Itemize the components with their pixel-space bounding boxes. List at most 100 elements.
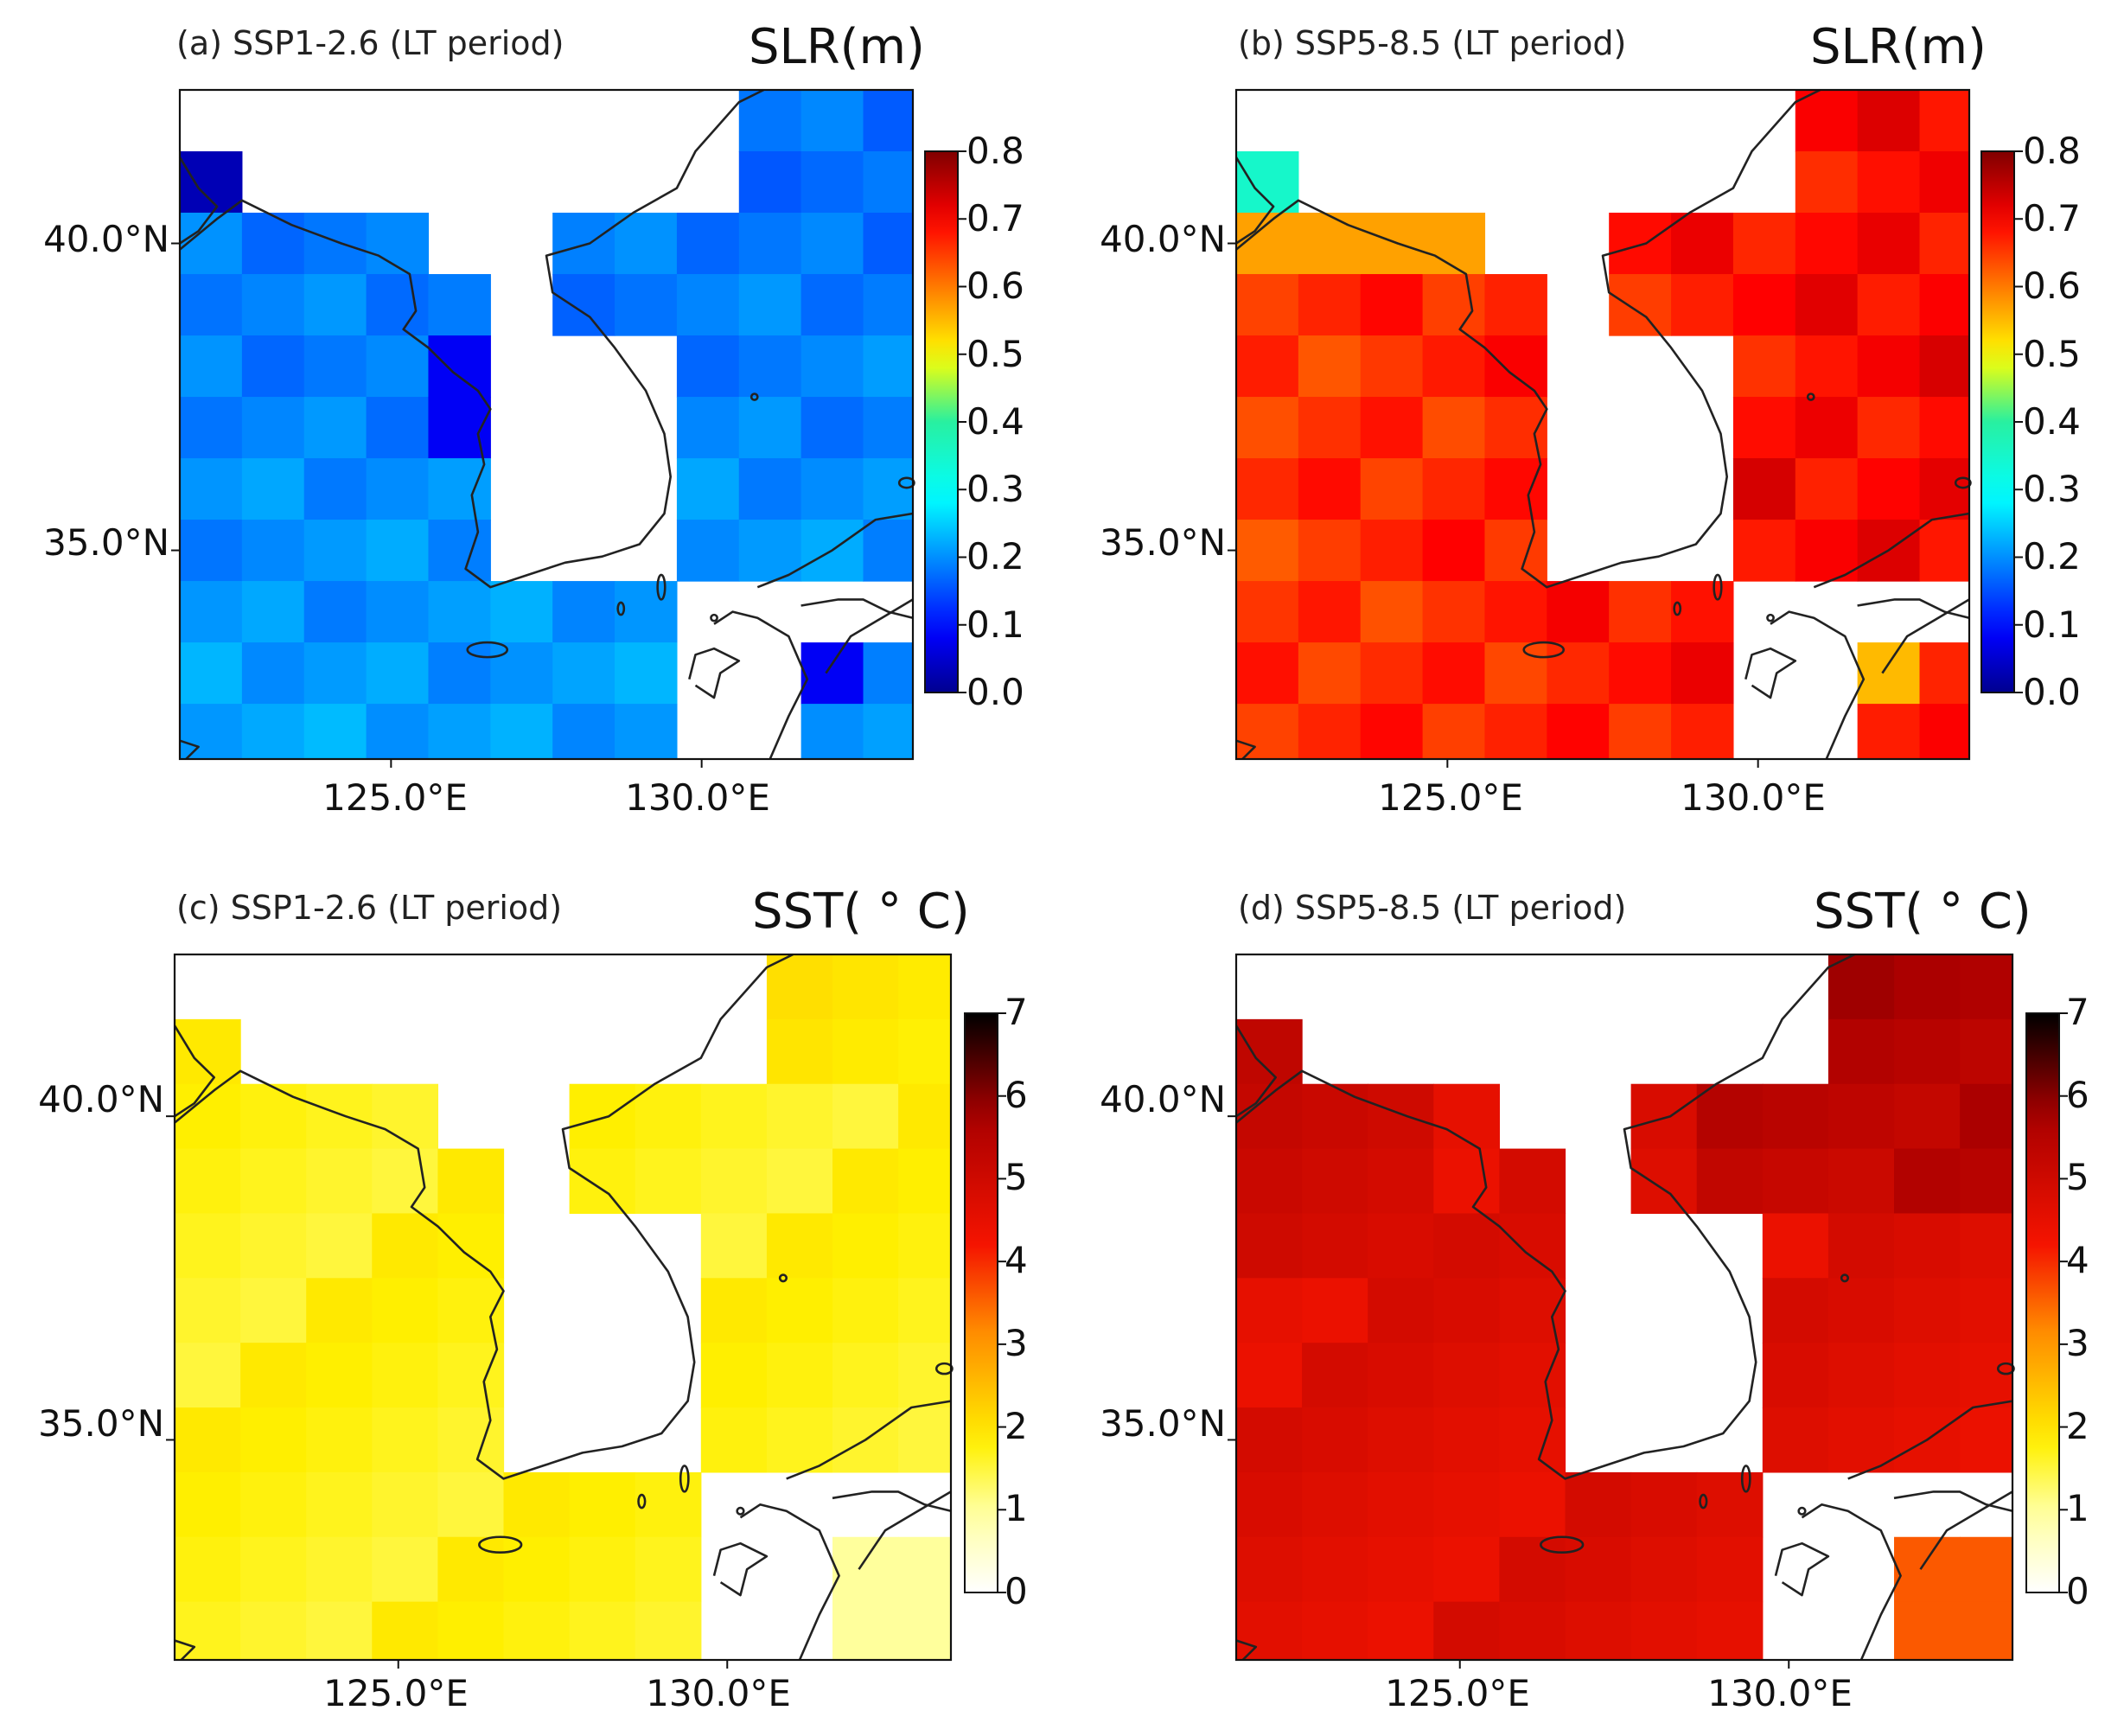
grid-cell (863, 90, 914, 152)
coastline (832, 1490, 952, 1513)
grid-cell (738, 520, 802, 582)
lon-label-130: 130.0°E (1681, 776, 1826, 819)
coastline (1770, 610, 1866, 760)
grid-cell (1298, 458, 1362, 520)
cb-tick: 1 (1005, 1487, 1028, 1529)
grid-cell (1499, 1536, 1566, 1603)
grid-cell (303, 581, 367, 643)
grid-cell (175, 1601, 241, 1661)
grid-cell (1360, 274, 1424, 336)
grid-cell (1857, 90, 1921, 152)
grid-cell (1298, 213, 1362, 275)
grid-cell (1298, 642, 1362, 705)
grid-cell (1236, 1083, 1303, 1150)
cb-tick: 0.3 (2023, 468, 2081, 510)
grid-cell (1302, 1601, 1368, 1661)
grid-cell (1368, 1083, 1434, 1150)
variable-label: SST( ° C) (752, 884, 970, 940)
grid-cell (241, 213, 305, 275)
grid-cell (1547, 581, 1610, 643)
grid-cell (241, 274, 305, 336)
island-outline (1806, 393, 1815, 401)
grid-cell (1236, 1471, 1303, 1538)
coastline (1234, 156, 1275, 245)
coastline (1235, 953, 1855, 1480)
grid-cell (1894, 1278, 1961, 1343)
grid-cell (1236, 274, 1299, 336)
grid-cell (569, 1536, 636, 1603)
cb-tick: 5 (1005, 1156, 1028, 1198)
grid-cell (180, 704, 243, 760)
cb-tick: 0.4 (2023, 400, 2081, 443)
grid-cell (863, 458, 914, 520)
grid-cell (240, 1601, 307, 1661)
grid-cell (832, 1536, 899, 1603)
grid-cell (1919, 642, 1970, 705)
grid-cell (1960, 1213, 2013, 1279)
grid-cell (766, 1148, 833, 1215)
grid-cell (1857, 458, 1921, 520)
grid-cell (863, 397, 914, 459)
grid-cell (766, 1083, 833, 1150)
grid-cell (366, 458, 430, 520)
lat-label-40: 40.0°N (1100, 218, 1226, 260)
grid-cell (1360, 704, 1424, 760)
cb-tick: 5 (2066, 1156, 2089, 1198)
grid-cell (1827, 1343, 1895, 1408)
grid-cell (1422, 581, 1486, 643)
coastline (179, 88, 765, 589)
grid-cell (1368, 1278, 1434, 1343)
grid-cell (1894, 1601, 1961, 1661)
grid-cell (1609, 642, 1672, 705)
grid-cell (180, 151, 243, 214)
grid-cell (1960, 1083, 2013, 1150)
grid-cell (240, 1471, 307, 1538)
grid-cell (1609, 213, 1672, 275)
grid-cell (175, 1213, 241, 1279)
grid-cell (437, 1343, 505, 1408)
grid-cell (738, 90, 802, 152)
grid-cell (700, 1083, 768, 1150)
grid-cell (898, 1601, 952, 1661)
grid-cell (241, 642, 305, 705)
grid-cell (676, 520, 740, 582)
coastline (1234, 1024, 1277, 1118)
grid-cell (1236, 213, 1299, 275)
grid-cell (1368, 1536, 1434, 1603)
coastline (1774, 1541, 1830, 1597)
grid-cell (1960, 1018, 2013, 1085)
grid-cell (180, 458, 243, 520)
grid-cell (372, 1278, 439, 1343)
cb-tick: 0.2 (966, 535, 1024, 578)
cb-tick: 1 (2066, 1487, 2089, 1529)
grid-cell (1298, 520, 1362, 582)
grid-cell (1795, 274, 1859, 336)
grid-cell (1236, 520, 1299, 582)
grid-cell (1298, 335, 1362, 398)
grid-cell (490, 704, 553, 760)
grid-cell (1894, 954, 1961, 1020)
grid-cell (1433, 1148, 1501, 1215)
grid-cell (1919, 213, 1970, 275)
grid-cell (635, 1148, 702, 1215)
island-outline (1522, 641, 1566, 659)
grid-cell (898, 954, 952, 1020)
map-frame (1234, 953, 2014, 1662)
grid-cell (1360, 581, 1424, 643)
grid-cell (1422, 642, 1486, 705)
grid-cell (428, 458, 491, 520)
panel-d: (d) SSP5-8.5 (LT period) SST( ° C) 40.0°… (1062, 868, 2123, 1733)
grid-cell (1732, 520, 1796, 582)
grid-cell (1857, 151, 1921, 214)
grid-cell (1919, 151, 1970, 214)
grid-cell (1422, 458, 1486, 520)
grid-cell (569, 1601, 636, 1661)
grid-cell (366, 520, 430, 582)
grid-cell (1960, 1536, 2013, 1603)
grid-cell (175, 1343, 241, 1408)
grid-cell (1236, 1343, 1303, 1408)
cb-tick: 0.7 (966, 197, 1024, 239)
grid-cell (180, 581, 243, 643)
grid-cell (372, 1083, 439, 1150)
grid-cell (1630, 1536, 1698, 1603)
